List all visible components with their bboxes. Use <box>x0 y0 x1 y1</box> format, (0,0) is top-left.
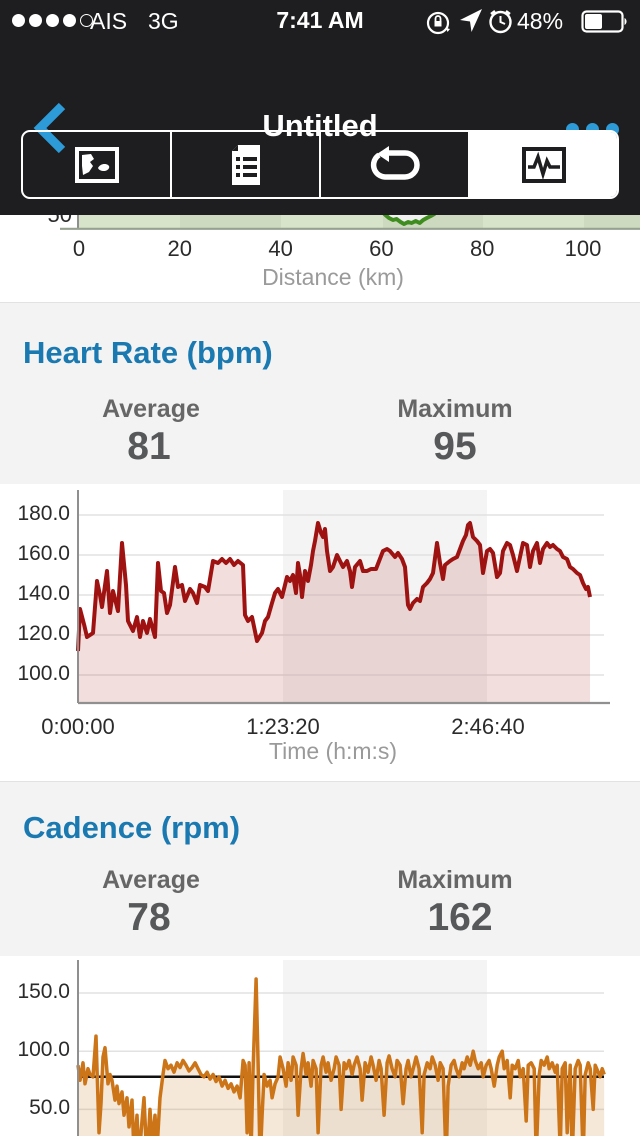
distance-x-tick-label: 100 <box>564 236 602 261</box>
heart-rate-y-tick-label: 160.0 <box>17 542 70 565</box>
heart-rate-y-tick-label: 120.0 <box>17 622 70 645</box>
cadence-maximum-label: Maximum <box>397 866 513 894</box>
heart-rate-title: Heart Rate (bpm) <box>23 335 273 370</box>
status-time: 7:41 AM <box>276 7 364 33</box>
hr-maximum-value: 95 <box>433 425 477 468</box>
orientation-lock-icon <box>426 11 450 35</box>
charts-icon <box>521 146 566 183</box>
cadence-average-value: 78 <box>127 896 171 939</box>
cadence-chart-plot[interactable] <box>0 955 640 1136</box>
nav-bar: Untitled <box>0 42 640 154</box>
hr-average-label: Average <box>102 395 200 423</box>
distance-x-tick-label: 40 <box>268 236 293 261</box>
carrier-label: AIS <box>90 8 128 34</box>
hr-average-value: 81 <box>127 425 171 468</box>
heart-rate-axis-title: Time (h:m:s) <box>268 738 398 764</box>
battery-percent-label: 48% <box>517 8 564 34</box>
tab-laps[interactable] <box>321 132 470 197</box>
signal-strength-icon <box>12 14 93 27</box>
distance-x-tick-label: 20 <box>167 236 193 261</box>
notes-icon <box>231 144 260 185</box>
location-services-icon <box>460 9 482 32</box>
cadence-y-tick-label: 100.0 <box>17 1038 70 1062</box>
battery-icon <box>581 10 627 33</box>
cadence-average-label: Average <box>102 866 200 894</box>
cadence-maximum-value: 162 <box>427 896 493 939</box>
tab-map[interactable] <box>23 132 172 197</box>
network-type-label: 3G <box>148 8 179 34</box>
heart-rate-y-tick-label: 100.0 <box>17 662 70 685</box>
distance-x-tick-label: 80 <box>469 236 495 261</box>
cadence-title: Cadence (rpm) <box>23 810 241 845</box>
cadence-y-tick-label: 150.0 <box>17 980 70 1003</box>
back-button[interactable] <box>28 100 76 156</box>
heart-rate-x-tick-label: 2:46:40 <box>451 714 525 739</box>
view-tab-bar <box>21 130 619 199</box>
heart-rate-summary-section: Heart Rate (bpm) Average 81 Maximum 95 <box>0 302 640 484</box>
heart-rate-y-tick-label: 140.0 <box>17 582 70 605</box>
heart-rate-y-tick-label: 180.0 <box>17 502 70 525</box>
cadence-y-tick-label: 50.0 <box>29 1096 70 1120</box>
tab-charts[interactable] <box>470 132 617 197</box>
status-bar: AIS 3G 7:41 AM 48% <box>0 0 640 42</box>
heart-rate-chart-plot[interactable] <box>0 483 640 778</box>
map-icon <box>74 146 119 183</box>
heart-rate-x-tick-label: 1:23:20 <box>246 714 320 739</box>
distance-x-tick-label: 60 <box>369 236 394 261</box>
laps-loop-icon <box>370 145 420 180</box>
heart-rate-x-tick-label: 0:00:00 <box>41 714 115 739</box>
distance-x-tick-label: 0 <box>72 236 86 261</box>
hr-maximum-label: Maximum <box>397 395 513 423</box>
cadence-summary-section: Cadence (rpm) Average 78 Maximum 162 <box>0 781 640 956</box>
distance-chart-plot[interactable] <box>0 215 640 302</box>
header: AIS 3G 7:41 AM 48% <box>0 0 640 215</box>
distance-axis-title: Distance (km) <box>262 264 404 290</box>
alarm-clock-icon <box>489 10 512 34</box>
tab-details[interactable] <box>172 132 321 197</box>
